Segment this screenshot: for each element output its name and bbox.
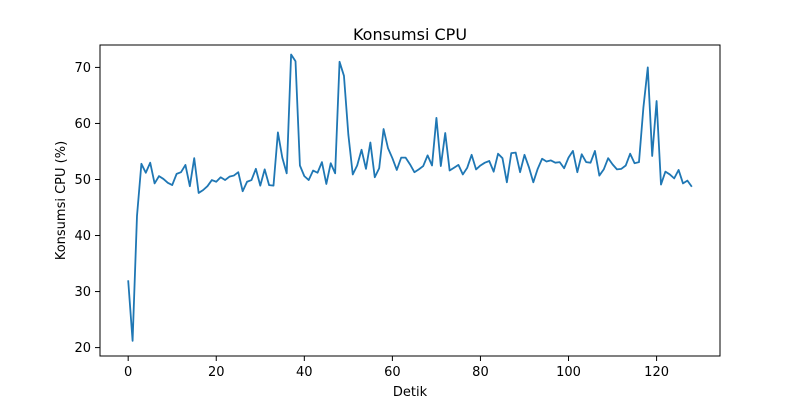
y-tick-label: 30	[74, 285, 91, 300]
y-tick-label: 20	[74, 341, 91, 356]
plot-area	[127, 53, 693, 342]
x-tick-label: 120	[644, 365, 669, 380]
x-tick-label: 20	[208, 365, 225, 380]
x-axis-label: Detik	[393, 385, 428, 400]
y-tick-label: 50	[74, 173, 91, 188]
y-tick-label: 60	[74, 117, 91, 132]
x-tick-label: 80	[472, 365, 489, 380]
series-line-0	[127, 53, 693, 342]
y-axis: 20 30 40 50 60 70	[74, 61, 100, 356]
x-axis: 0 20 40 60 80 100 120	[124, 356, 669, 380]
y-axis-label: Konsumsi CPU (%)	[54, 141, 69, 260]
x-tick-label: 40	[296, 365, 313, 380]
x-tick-label: 0	[124, 365, 132, 380]
x-tick-label: 100	[556, 365, 581, 380]
chart-title: Konsumsi CPU	[353, 25, 467, 44]
y-tick-label: 70	[74, 61, 91, 76]
plot-frame	[99, 44, 721, 357]
x-tick-label: 60	[384, 365, 401, 380]
y-tick-label: 40	[74, 229, 91, 244]
